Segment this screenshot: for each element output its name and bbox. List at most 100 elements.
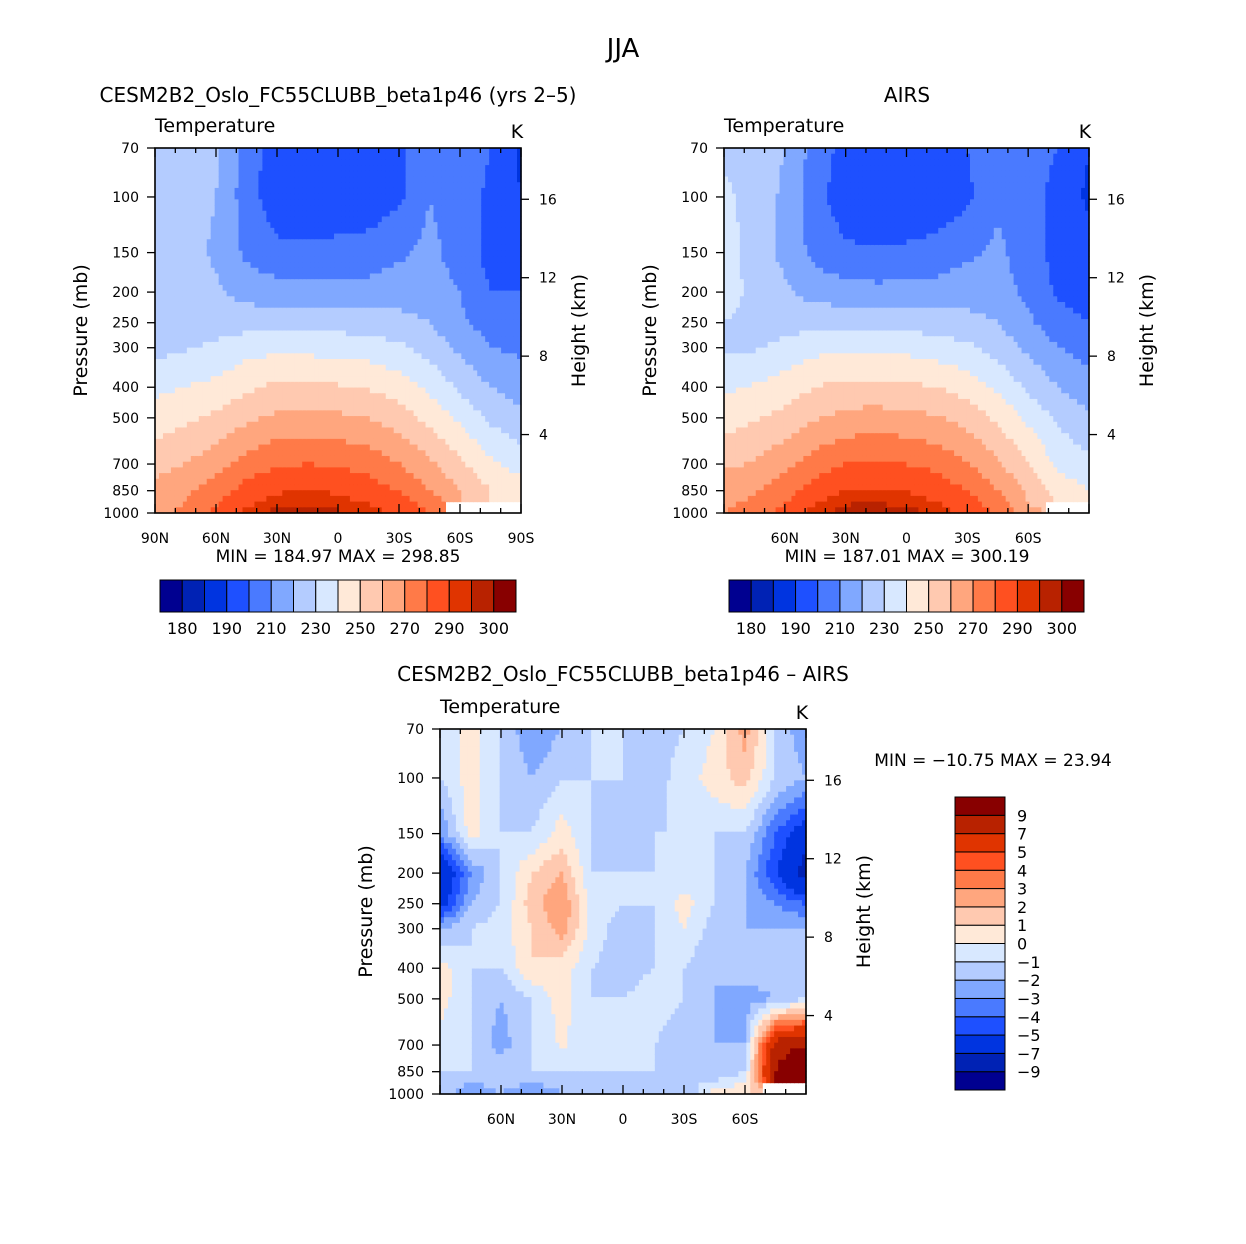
contour-cell (226, 495, 232, 503)
contour-cell (365, 410, 371, 417)
contour-cell (270, 239, 275, 246)
contour-cell (282, 284, 287, 292)
contour-cell (166, 239, 172, 246)
contour-cell (425, 473, 431, 480)
contour-cell (389, 301, 395, 309)
contour-cell (198, 313, 204, 320)
contour-cell (266, 227, 271, 235)
contour-cell (461, 170, 466, 178)
contour-cell (182, 353, 188, 360)
contour-cell (357, 182, 363, 189)
contour-cell (310, 233, 315, 240)
contour-cell (453, 273, 458, 280)
contour-cell (401, 222, 407, 229)
contour-cell (357, 364, 363, 372)
contour-cell (298, 461, 303, 468)
contour-cell (302, 461, 307, 468)
contour-cell (166, 495, 172, 503)
contour-cell (190, 393, 196, 400)
contour-cell (425, 370, 431, 377)
contour-cell (306, 159, 311, 166)
contour-cell (282, 376, 287, 383)
contour-cell (413, 148, 419, 155)
contour-cell (298, 262, 303, 269)
contour-cell (274, 450, 279, 457)
contour-cell (373, 324, 379, 332)
contour-cell (318, 324, 323, 332)
contour-cell (194, 341, 200, 349)
contour-cell (190, 484, 196, 491)
contour-cell (298, 239, 303, 246)
contour-cell (178, 450, 184, 457)
contour-cell (357, 410, 363, 417)
contour-cell (341, 398, 347, 406)
contour-cell (302, 455, 307, 463)
contour-cell (202, 461, 208, 468)
contour-cell (389, 381, 395, 389)
contour-cell (162, 279, 168, 286)
contour-cell (326, 353, 331, 360)
contour-cell (341, 170, 347, 178)
contour-cell (429, 347, 435, 354)
contour-cell (270, 273, 275, 280)
contour-cell (178, 296, 184, 303)
contour-cell (166, 410, 172, 417)
contour-cell (401, 376, 407, 383)
contour-cell (162, 381, 168, 389)
contour-cell (218, 313, 224, 320)
contour-cell (421, 427, 427, 434)
contour-cell (170, 176, 176, 183)
contour-cell (174, 461, 180, 468)
contour-cell (314, 273, 319, 280)
contour-cell (258, 490, 264, 497)
contour-cell (250, 495, 256, 503)
contour-cell (218, 290, 224, 297)
contour-cell (178, 216, 184, 223)
contour-cell (302, 313, 307, 320)
contour-cell (198, 421, 204, 429)
contour-cell (385, 359, 391, 366)
contour-cell (397, 290, 403, 297)
contour-cell (218, 324, 224, 332)
contour-cell (365, 233, 371, 240)
contour-cell (218, 165, 224, 172)
contour-cell (158, 148, 164, 155)
contour-cell (242, 187, 248, 195)
contour-cell (166, 296, 172, 303)
contour-cell (437, 490, 443, 497)
contour-cell (345, 279, 351, 286)
contour-cell (322, 284, 327, 292)
contour-cell (318, 359, 323, 366)
contour-cell (238, 410, 244, 417)
contour-cell (234, 307, 240, 314)
contour-cell (326, 227, 331, 235)
contour-cell (238, 455, 244, 463)
contour-cell (449, 376, 454, 383)
contour-cell (409, 216, 415, 223)
contour-cell (377, 187, 383, 195)
contour-cell (341, 313, 347, 320)
contour-cell (409, 450, 415, 457)
contour-cell (262, 153, 267, 160)
contour-cell (190, 267, 196, 275)
contour-cell (210, 404, 216, 411)
contour-cell (210, 153, 216, 160)
contour-cell (250, 364, 256, 372)
contour-cell (310, 262, 315, 269)
contour-cell (357, 444, 363, 451)
contour-cell (178, 370, 184, 377)
contour-cell (425, 501, 431, 508)
contour-cell (389, 421, 395, 429)
contour-cell (306, 404, 311, 411)
contour-cell (310, 284, 315, 292)
contour-cell (170, 279, 176, 286)
contour-cell (198, 501, 204, 508)
contour-cell (206, 313, 212, 320)
contour-cell (162, 467, 168, 474)
contour-cell (290, 444, 295, 451)
contour-cell (250, 330, 256, 337)
contour-cell (270, 398, 275, 406)
contour-cell (258, 347, 264, 354)
contour-cell (338, 279, 343, 286)
contour-cell (162, 313, 168, 320)
